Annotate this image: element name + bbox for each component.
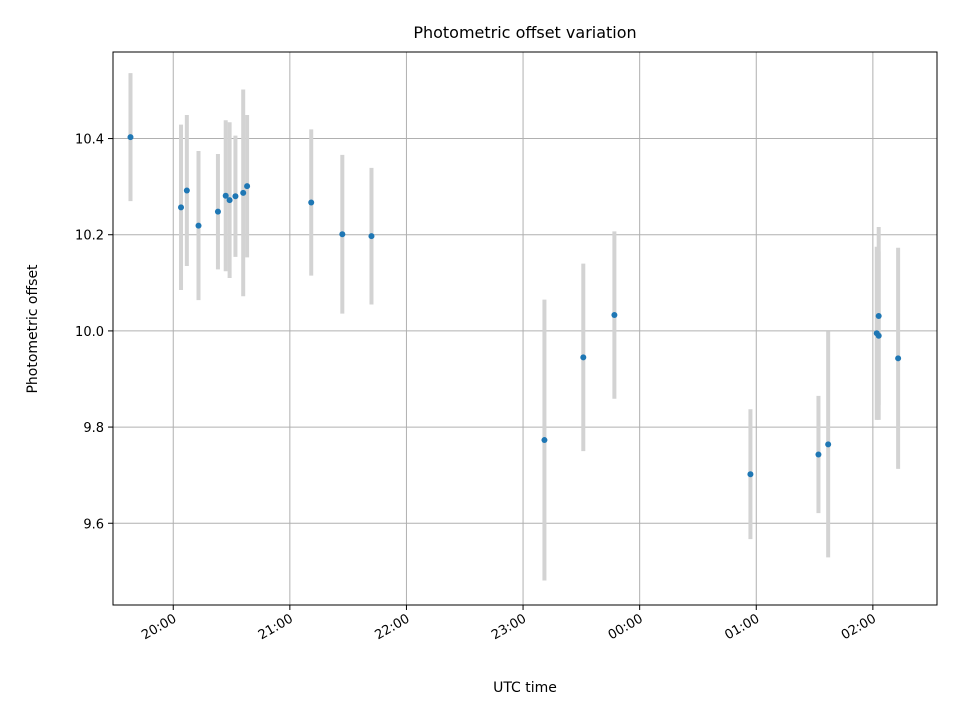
chart-title: Photometric offset variation	[413, 23, 636, 42]
data-point	[339, 231, 346, 238]
y-axis-ticks: 9.6 9.8 10.0 10.2 10.4	[75, 133, 113, 532]
x-tick-label: 22:00	[373, 611, 413, 643]
data-point	[232, 193, 239, 200]
y-tick-label: 9.8	[83, 421, 104, 436]
data-point	[895, 355, 902, 362]
x-axis-label: UTC time	[493, 680, 557, 696]
data-point	[214, 208, 221, 215]
data-point	[226, 197, 233, 204]
x-tick-label: 20:00	[139, 611, 179, 643]
data-point	[541, 437, 548, 444]
y-tick-label: 10.4	[75, 133, 104, 148]
data-point	[747, 471, 754, 478]
plot-frame	[112, 51, 938, 606]
data-point	[308, 199, 315, 206]
data-point	[580, 354, 587, 361]
data-point	[611, 312, 618, 319]
data-point	[815, 451, 822, 458]
error-bars	[128, 73, 901, 581]
y-tick-label: 9.6	[83, 517, 104, 532]
y-tick-label: 10.2	[75, 229, 104, 244]
data-point	[875, 312, 882, 319]
y-axis-label: Photometric offset	[25, 264, 41, 394]
data-points	[127, 134, 902, 478]
x-tick-label: 21:00	[256, 611, 296, 643]
x-axis-ticks: 20:00 21:00 22:00 23:00 00:00 01:00 02:00	[139, 605, 879, 643]
grid-lines	[113, 52, 937, 605]
y-tick-label: 10.0	[75, 325, 104, 340]
data-point	[825, 441, 832, 448]
x-tick-label: 00:00	[606, 611, 646, 643]
data-point	[195, 222, 202, 229]
data-point	[244, 183, 251, 190]
data-point	[368, 233, 375, 240]
data-point	[875, 332, 882, 339]
x-tick-label: 23:00	[489, 611, 529, 643]
x-tick-label: 02:00	[839, 611, 879, 643]
data-point	[240, 189, 247, 196]
data-point	[222, 192, 229, 199]
data-point	[127, 134, 134, 141]
data-point	[178, 204, 185, 211]
x-tick-label: 01:00	[722, 611, 762, 643]
data-point	[183, 187, 190, 194]
